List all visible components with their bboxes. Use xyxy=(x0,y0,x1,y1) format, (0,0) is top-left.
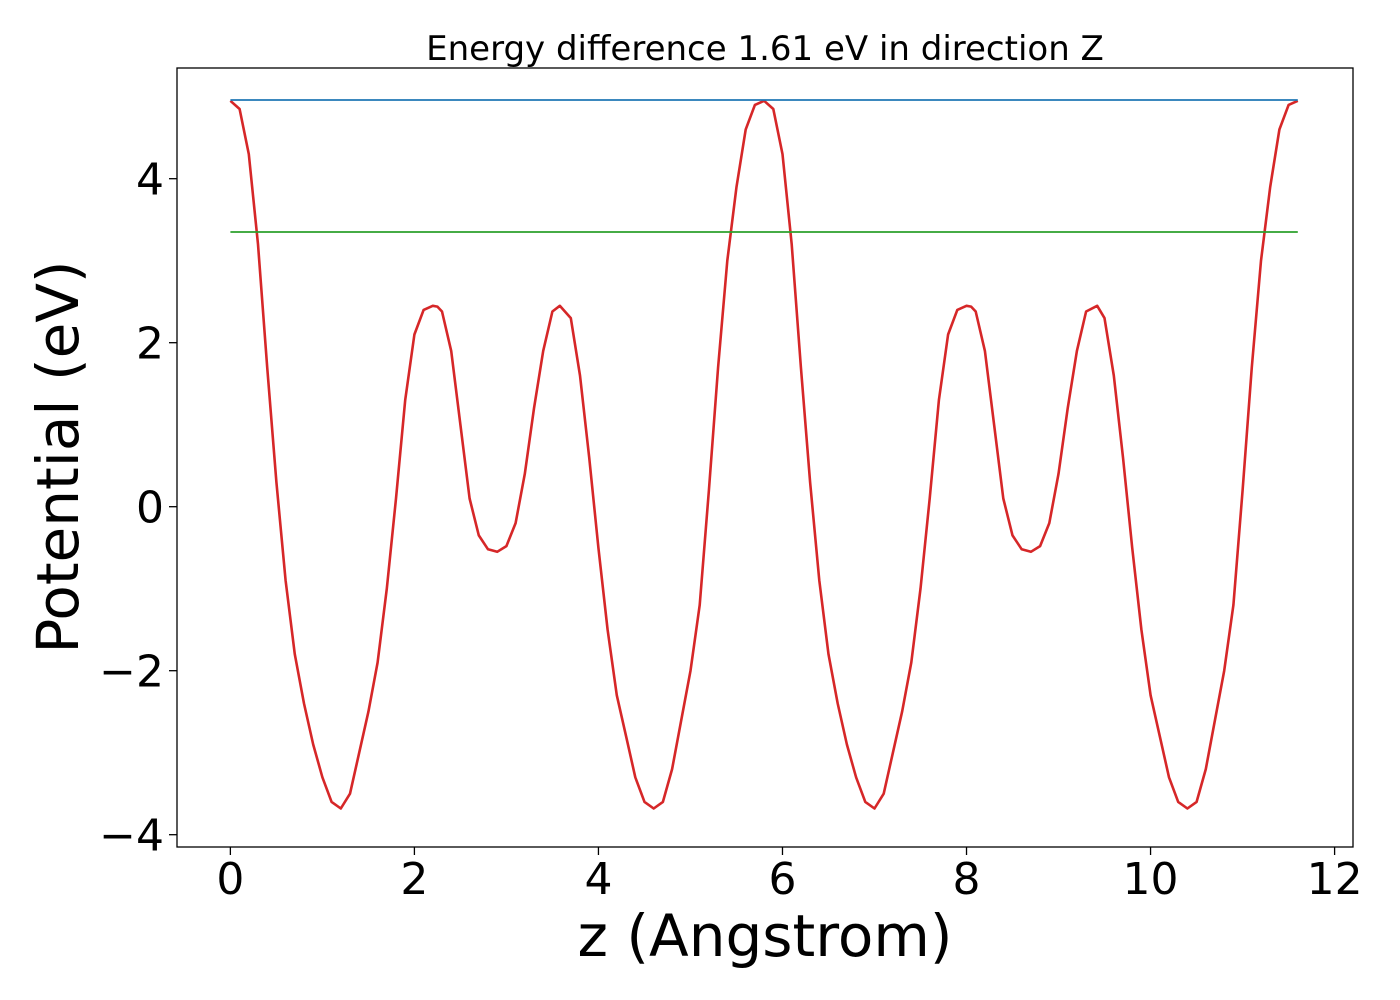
x-tick-label: 2 xyxy=(400,854,428,905)
x-tick-label: 8 xyxy=(953,854,981,905)
series-layer xyxy=(229,99,1299,810)
x-tick-label: 10 xyxy=(1123,854,1179,905)
y-tick-label: −4 xyxy=(99,811,164,862)
x-tick-label: 0 xyxy=(216,854,244,905)
x-axis: 0 2 4 6 8 10 12 xyxy=(216,847,1363,905)
y-tick-label: 4 xyxy=(136,155,164,206)
x-axis-label: z (Angstrom) xyxy=(578,902,953,970)
y-tick-label: 2 xyxy=(136,319,164,370)
y-tick-label: 0 xyxy=(136,483,164,534)
plot-frame xyxy=(176,67,1354,848)
chart-title: Energy difference 1.61 eV in direction Z xyxy=(426,29,1104,69)
y-tick-label: −2 xyxy=(99,647,164,698)
x-tick-label: 12 xyxy=(1307,854,1363,905)
x-tick-label: 6 xyxy=(768,854,796,905)
x-tick-label: 4 xyxy=(584,854,612,905)
y-axis-label: Potential (eV) xyxy=(24,260,92,653)
y-axis: −4 −2 0 2 4 xyxy=(99,155,177,862)
series-line-1 xyxy=(229,99,1299,810)
